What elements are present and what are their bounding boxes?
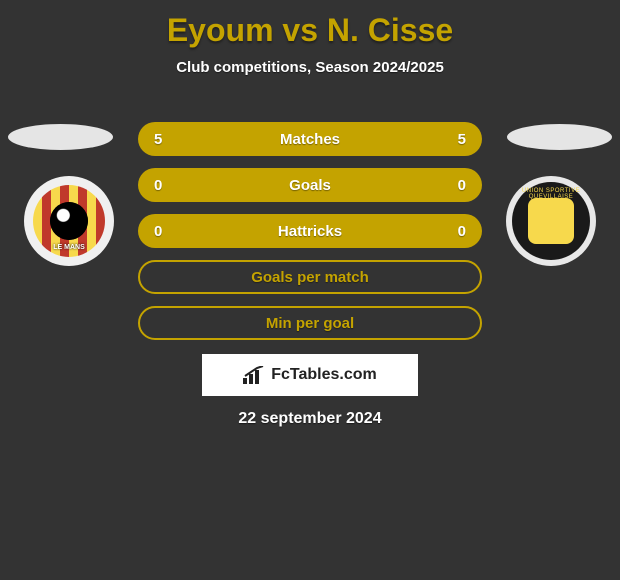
vs-text: vs [282,12,318,48]
stat-right-value: 0 [436,177,466,194]
page-title: Eyoum vs N. Cisse [0,0,620,49]
stat-left-value: 0 [154,177,184,194]
stat-row-matches: 5 Matches 5 [138,122,482,156]
branding-badge: FcTables.com [202,354,418,396]
stat-label: Goals per match [251,269,369,286]
club-badge-right-graphic: UNION SPORTIVE QUEVILLAISE [512,182,590,260]
stat-row-goals-per-match: Goals per match [138,260,482,294]
player2-club-badge: UNION SPORTIVE QUEVILLAISE [506,176,596,266]
club-badge-left-text: LE MANS [53,244,85,251]
stat-left-value: 0 [154,223,184,240]
chart-icon [243,366,265,384]
stat-row-hattricks: 0 Hattricks 0 [138,214,482,248]
player1-name: Eyoum [167,12,274,48]
stat-row-min-per-goal: Min per goal [138,306,482,340]
stats-container: 5 Matches 5 0 Goals 0 0 Hattricks 0 Goal… [138,122,482,352]
player1-club-badge: LE MANS [24,176,114,266]
player1-indicator [8,124,113,150]
club-badge-right-text: UNION SPORTIVE QUEVILLAISE [512,188,590,200]
stat-label: Goals [184,177,436,194]
stat-row-goals: 0 Goals 0 [138,168,482,202]
stat-label: Matches [184,131,436,148]
stat-right-value: 0 [436,223,466,240]
stat-label: Hattricks [184,223,436,240]
stat-left-value: 5 [154,131,184,148]
player2-name: N. Cisse [327,12,453,48]
branding-text: FcTables.com [271,366,377,384]
subtitle: Club competitions, Season 2024/2025 [0,59,620,76]
club-badge-left-graphic: LE MANS [33,185,105,257]
stat-label: Min per goal [266,315,354,332]
player2-indicator [507,124,612,150]
date-text: 22 september 2024 [0,410,620,428]
stat-right-value: 5 [436,131,466,148]
